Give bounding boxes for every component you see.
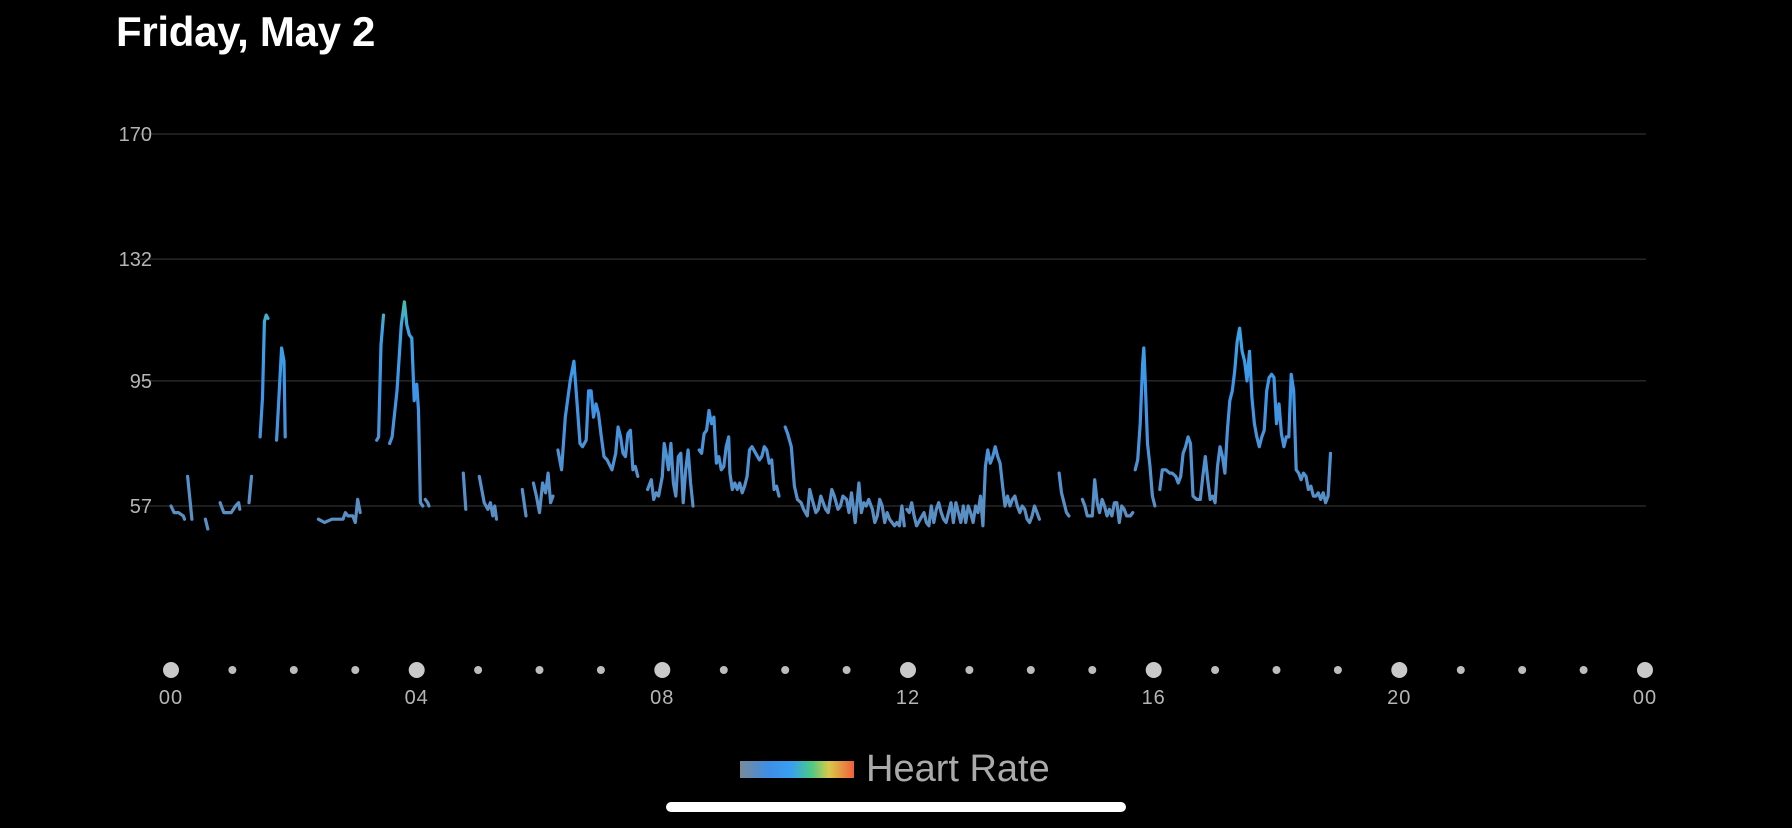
heart-rate-line-segment [477, 474, 499, 521]
heart-rate-line-segment [1133, 346, 1157, 508]
heart-rate-line-segment [461, 471, 468, 511]
x-axis-labels: 00 04 08 12 16 20 00 [159, 687, 1657, 709]
x-axis-minor-dot [228, 666, 237, 674]
heart-rate-chart[interactable]: 57 95 132 170 00 04 08 12 16 20 00 [0, 0, 1792, 720]
x-axis-minor-dot [1579, 666, 1588, 674]
heart-rate-line-segment [316, 497, 362, 525]
x-axis-major-dot [163, 662, 179, 678]
x-axis-minor-dot [1088, 666, 1097, 674]
x-axis-minor-dot [781, 666, 790, 674]
x-axis-minor-dot [1211, 666, 1220, 674]
heart-rate-line-segment [531, 471, 555, 515]
x-axis-minor-dot [1333, 666, 1342, 674]
x-axis-minor-dot [1026, 666, 1035, 674]
x-axis-minor-dot [1456, 666, 1465, 674]
x-tick-label: 16 [1142, 687, 1166, 709]
heart-rate-line-segment [697, 408, 781, 498]
heart-rate-line-segment [1080, 478, 1135, 525]
heart-rate-line-segment [186, 474, 194, 521]
y-tick-label: 132 [119, 249, 152, 271]
heart-rate-line-segment [783, 425, 906, 528]
y-tick-label: 57 [130, 496, 152, 518]
x-axis-minor-dot [351, 666, 360, 674]
heart-rate-line-segment [520, 487, 528, 518]
x-axis-minor-dot [474, 666, 483, 674]
heart-rate-line-series [169, 300, 1333, 531]
heart-rate-line-segment [218, 501, 242, 515]
x-axis-minor-dot [842, 666, 851, 674]
x-tick-label: 08 [650, 687, 674, 709]
heart-rate-line-segment [646, 441, 695, 508]
x-tick-label: 20 [1387, 687, 1411, 709]
grid-lines [140, 133, 1646, 507]
heart-rate-gradient-swatch [740, 761, 854, 778]
y-tick-label: 95 [130, 371, 152, 393]
heart-rate-line-segment [423, 497, 431, 508]
heart-rate-line-segment [1158, 326, 1333, 505]
legend-label: Heart Rate [866, 748, 1050, 790]
x-axis-major-dot [408, 662, 425, 678]
x-tick-label: 12 [896, 687, 920, 709]
x-axis-major-dot [1637, 662, 1653, 678]
x-axis-minor-dot [719, 666, 728, 674]
heart-rate-line-segment [556, 359, 640, 478]
heart-rate-line-segment [275, 346, 287, 442]
x-axis-major-dot [1145, 662, 1162, 678]
x-tick-label: 04 [405, 687, 429, 709]
x-axis-minor-dot [535, 666, 544, 674]
x-tick-label: 00 [1633, 687, 1657, 709]
x-axis-minor-dot [596, 666, 605, 674]
x-axis-minor-dot [289, 666, 298, 674]
y-axis-labels: 57 95 132 170 [119, 124, 152, 518]
x-axis-minor-dot [965, 666, 974, 674]
heart-rate-line-segment [258, 313, 270, 439]
heart-rate-line-segment [169, 504, 187, 521]
heart-rate-line-segment [905, 445, 1041, 528]
heart-rate-line-segment [375, 313, 386, 442]
home-indicator[interactable] [666, 802, 1126, 812]
heart-rate-line-segment [247, 474, 254, 505]
heart-rate-line-segment [1057, 471, 1071, 518]
x-axis-dots [163, 662, 1653, 678]
heart-rate-line-segment [203, 517, 210, 531]
x-tick-label: 00 [159, 687, 183, 709]
x-axis-major-dot [900, 662, 916, 678]
x-axis-minor-dot [1518, 666, 1527, 674]
x-axis-major-dot [1391, 662, 1408, 678]
date-title: Friday, May 2 [116, 8, 376, 55]
x-axis-major-dot [654, 662, 671, 678]
y-tick-label: 170 [119, 124, 152, 146]
chart-legend: Heart Rate [740, 748, 1050, 791]
x-axis-minor-dot [1272, 666, 1281, 674]
heart-rate-line-segment [388, 300, 425, 508]
